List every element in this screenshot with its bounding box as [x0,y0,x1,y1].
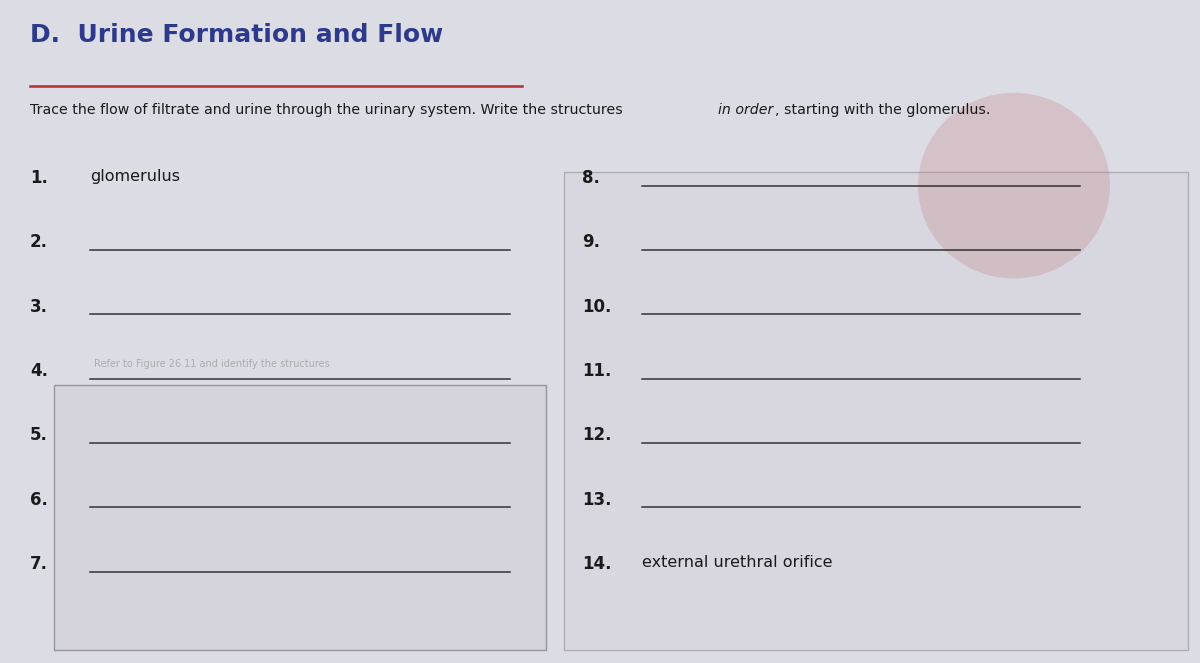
Text: Trace the flow of filtrate and urine through the urinary system. Write the struc: Trace the flow of filtrate and urine thr… [30,103,628,117]
Text: 5.: 5. [30,426,48,444]
Text: 13.: 13. [582,491,612,509]
Text: 11.: 11. [582,362,611,380]
Text: 6.: 6. [30,491,48,509]
Text: D.  Urine Formation and Flow: D. Urine Formation and Flow [30,23,443,47]
Text: 8.: 8. [582,169,600,187]
Ellipse shape [918,93,1110,278]
Text: 12.: 12. [582,426,612,444]
Text: Refer to Figure 26.11 and identify the structures: Refer to Figure 26.11 and identify the s… [94,359,329,369]
Text: glomerulus: glomerulus [90,169,180,184]
Text: in order: in order [718,103,773,117]
Text: 10.: 10. [582,298,611,316]
Text: 14.: 14. [582,555,612,573]
Text: 1.: 1. [30,169,48,187]
FancyBboxPatch shape [54,385,546,650]
Text: 7.: 7. [30,555,48,573]
FancyBboxPatch shape [564,172,1188,650]
Text: 9.: 9. [582,233,600,251]
Text: 3.: 3. [30,298,48,316]
Text: 4.: 4. [30,362,48,380]
Text: external urethral orifice: external urethral orifice [642,555,833,570]
Text: 2.: 2. [30,233,48,251]
Text: , starting with the glomerulus.: , starting with the glomerulus. [775,103,990,117]
